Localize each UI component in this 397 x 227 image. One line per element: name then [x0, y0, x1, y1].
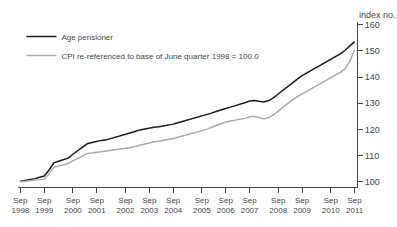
- svg-text:Sep2009: Sep2009: [293, 196, 311, 215]
- svg-text:Sep2005: Sep2005: [193, 196, 211, 215]
- svg-text:140: 140: [365, 72, 380, 82]
- svg-text:CPI re-referenced to base of J: CPI re-referenced to base of June quarte…: [61, 52, 259, 61]
- svg-text:Sep1999: Sep1999: [35, 196, 53, 215]
- svg-text:Sep2001: Sep2001: [88, 196, 106, 215]
- svg-text:Sep2008: Sep2008: [269, 196, 287, 215]
- svg-text:Sep2011: Sep2011: [346, 196, 364, 215]
- svg-text:120: 120: [365, 125, 380, 135]
- svg-text:Sep2000: Sep2000: [64, 196, 82, 215]
- svg-text:Sep2010: Sep2010: [322, 196, 340, 215]
- svg-text:Sep2003: Sep2003: [140, 196, 158, 215]
- svg-text:Sep2007: Sep2007: [241, 196, 259, 215]
- svg-text:Sep2002: Sep2002: [117, 196, 135, 215]
- svg-text:160: 160: [365, 20, 380, 30]
- svg-text:130: 130: [365, 98, 380, 108]
- svg-text:110: 110: [365, 151, 379, 161]
- svg-text:Sep1998: Sep1998: [11, 196, 29, 215]
- svg-text:Age pensioner: Age pensioner: [61, 33, 113, 42]
- svg-text:index no.: index no.: [359, 10, 396, 20]
- svg-text:150: 150: [365, 46, 380, 56]
- svg-text:100: 100: [365, 177, 380, 187]
- svg-text:Sep2006: Sep2006: [217, 196, 235, 215]
- svg-text:Sep2004: Sep2004: [164, 196, 182, 215]
